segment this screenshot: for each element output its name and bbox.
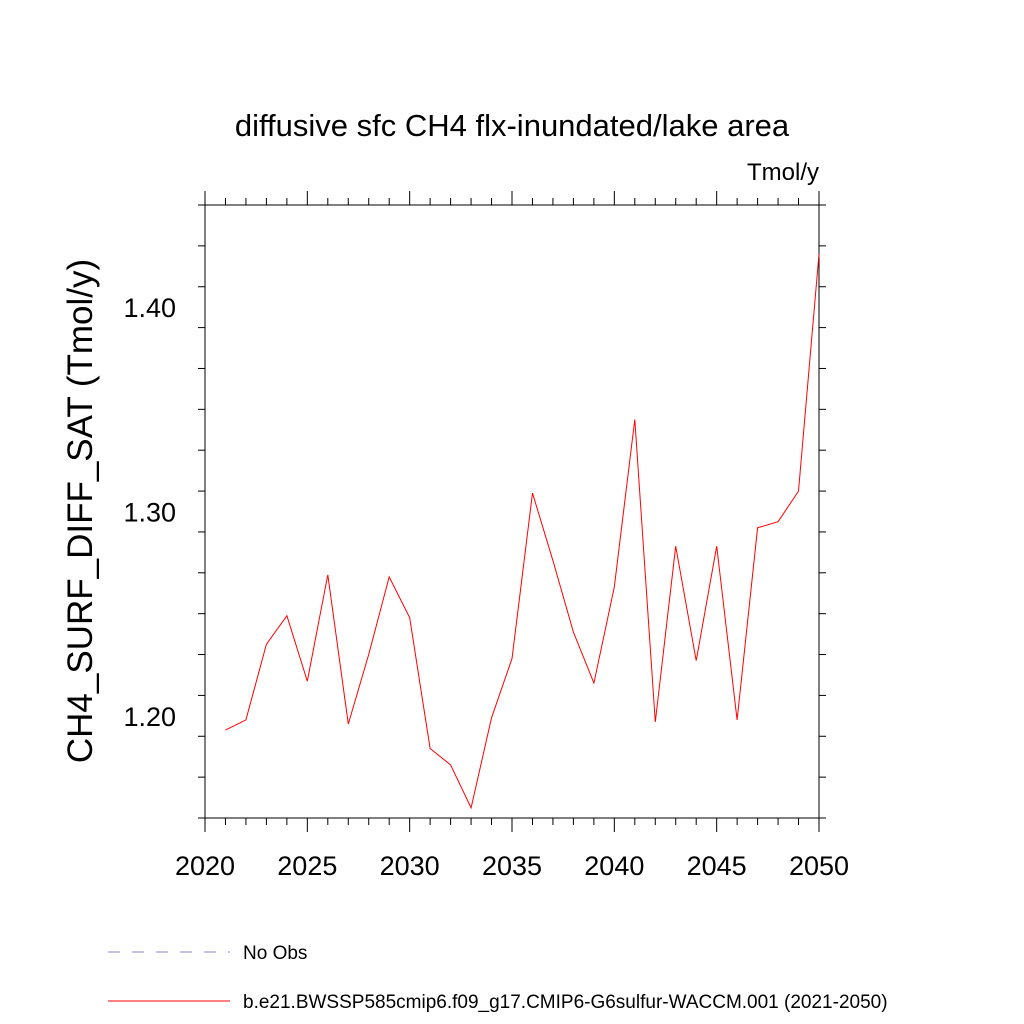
x-tick-label: 2040: [584, 851, 644, 881]
data-point: [286, 615, 288, 617]
data-point: [572, 631, 574, 633]
units-label: Tmol/y: [747, 159, 819, 186]
y-tick-label: 1.20: [123, 702, 176, 732]
data-point: [388, 576, 390, 578]
data-point: [716, 545, 718, 547]
data-point: [429, 748, 431, 750]
series-group: [224, 253, 820, 810]
data-point: [409, 617, 411, 619]
legend-label: No Obs: [243, 943, 307, 964]
plot-frame: [204, 204, 820, 819]
data-point: [327, 574, 329, 576]
y-axis-label: CH4_SURF_DIFF_SAT (Tmol/y): [61, 259, 100, 763]
data-point: [634, 419, 636, 421]
data-point: [347, 723, 349, 725]
data-point: [654, 721, 656, 723]
data-point: [450, 764, 452, 766]
x-tick-label: 2035: [482, 851, 542, 881]
x-tick-label: 2030: [380, 851, 440, 881]
data-point: [613, 586, 615, 588]
legend: No Obs b.e21.BWSSP585cmip6.f09_g17.CMIP6-…: [108, 943, 888, 1013]
data-point: [675, 545, 677, 547]
data-point: [470, 807, 472, 809]
data-point: [511, 658, 513, 660]
x-tick-label: 2025: [277, 851, 337, 881]
data-point: [245, 719, 247, 721]
axis-ticks: 2020 2025 2030 2035 2040 2045 2050 1.20 1.30 1.40: [123, 191, 849, 881]
data-point: [265, 643, 267, 645]
y-tick-label: 1.30: [123, 498, 176, 528]
data-point: [368, 654, 370, 656]
data-point: [306, 680, 308, 682]
data-point: [491, 717, 493, 719]
data-point: [224, 729, 226, 731]
data-point: [757, 527, 759, 529]
data-point: [818, 253, 820, 255]
data-point: [593, 682, 595, 684]
x-tick-label: 2050: [789, 851, 849, 881]
data-point: [531, 492, 533, 494]
data-point: [777, 521, 779, 523]
data-point: [552, 560, 554, 562]
series-line: [225, 253, 820, 810]
legend-label: b.e21.BWSSP585cmip6.f09_g17.CMIP6-G6sulf…: [243, 992, 888, 1013]
data-point: [695, 660, 697, 662]
x-tick-label: 2045: [687, 851, 747, 881]
data-point: [736, 719, 738, 721]
data-point: [798, 490, 800, 492]
y-tick-label: 1.40: [123, 293, 176, 323]
x-tick-label: 2020: [175, 851, 235, 881]
chart-title: diffusive sfc CH4 flx-inundated/lake are…: [235, 108, 790, 143]
